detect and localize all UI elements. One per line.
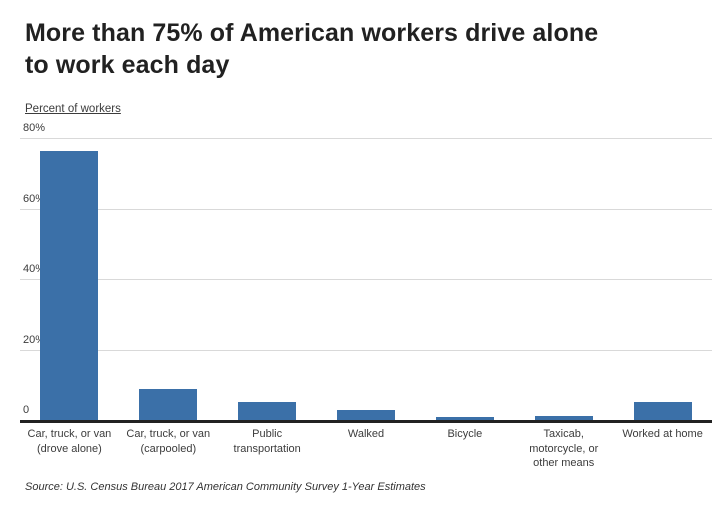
- gridline: [20, 138, 712, 139]
- bar-column: [20, 141, 119, 420]
- bar-2: [139, 389, 198, 420]
- x-axis-category-label: Car, truck, or van (drove alone): [27, 428, 112, 455]
- y-axis-tick-label: 40%: [23, 263, 46, 275]
- y-axis-title: Percent of workers: [25, 103, 121, 115]
- y-axis-tick-label: 20%: [23, 333, 46, 346]
- bar-7: [633, 402, 692, 420]
- x-axis-category-label: Walked: [347, 428, 385, 440]
- x-axis-category-label: Taxicab, motorcycle, or other means: [529, 428, 599, 470]
- plot-area: 0 20% 40% 60% 80%: [20, 123, 712, 423]
- x-labels-row: Car, truck, or van (drove alone) Car, tru…: [20, 427, 712, 471]
- bar-column: [317, 141, 416, 420]
- bar-column: [514, 141, 613, 420]
- x-axis-category-label: Worked at home: [622, 428, 703, 440]
- bar-column: [415, 141, 514, 420]
- gridline: [20, 279, 712, 280]
- chart-title: More than 75% of American workers drive …: [25, 19, 599, 79]
- gridline: [20, 208, 712, 210]
- bar-1: [40, 151, 99, 420]
- source-note: Source: U.S. Census Bureau 2017 American…: [25, 480, 426, 493]
- bar-column: [218, 141, 317, 420]
- bar-column: [613, 141, 712, 420]
- bar-5: [435, 417, 494, 420]
- bar-chart: 0 20% 40% 60% 80% Car, truck, or van (drove …: [20, 123, 712, 471]
- bar-3: [238, 402, 297, 420]
- bar-6: [534, 416, 593, 420]
- x-axis-category-label: Car, truck, or van (carpooled): [126, 428, 211, 455]
- y-axis-tick-label: 0: [23, 404, 30, 416]
- bar-4: [337, 410, 395, 420]
- y-axis-tick-label: 80%: [23, 122, 46, 134]
- x-axis-category-label: Bicycle: [447, 428, 483, 440]
- bar-column: [119, 141, 218, 420]
- gridline: [20, 349, 712, 351]
- x-axis-category-label: Public transportation: [233, 428, 301, 455]
- y-axis-tick-label: 60%: [23, 192, 46, 205]
